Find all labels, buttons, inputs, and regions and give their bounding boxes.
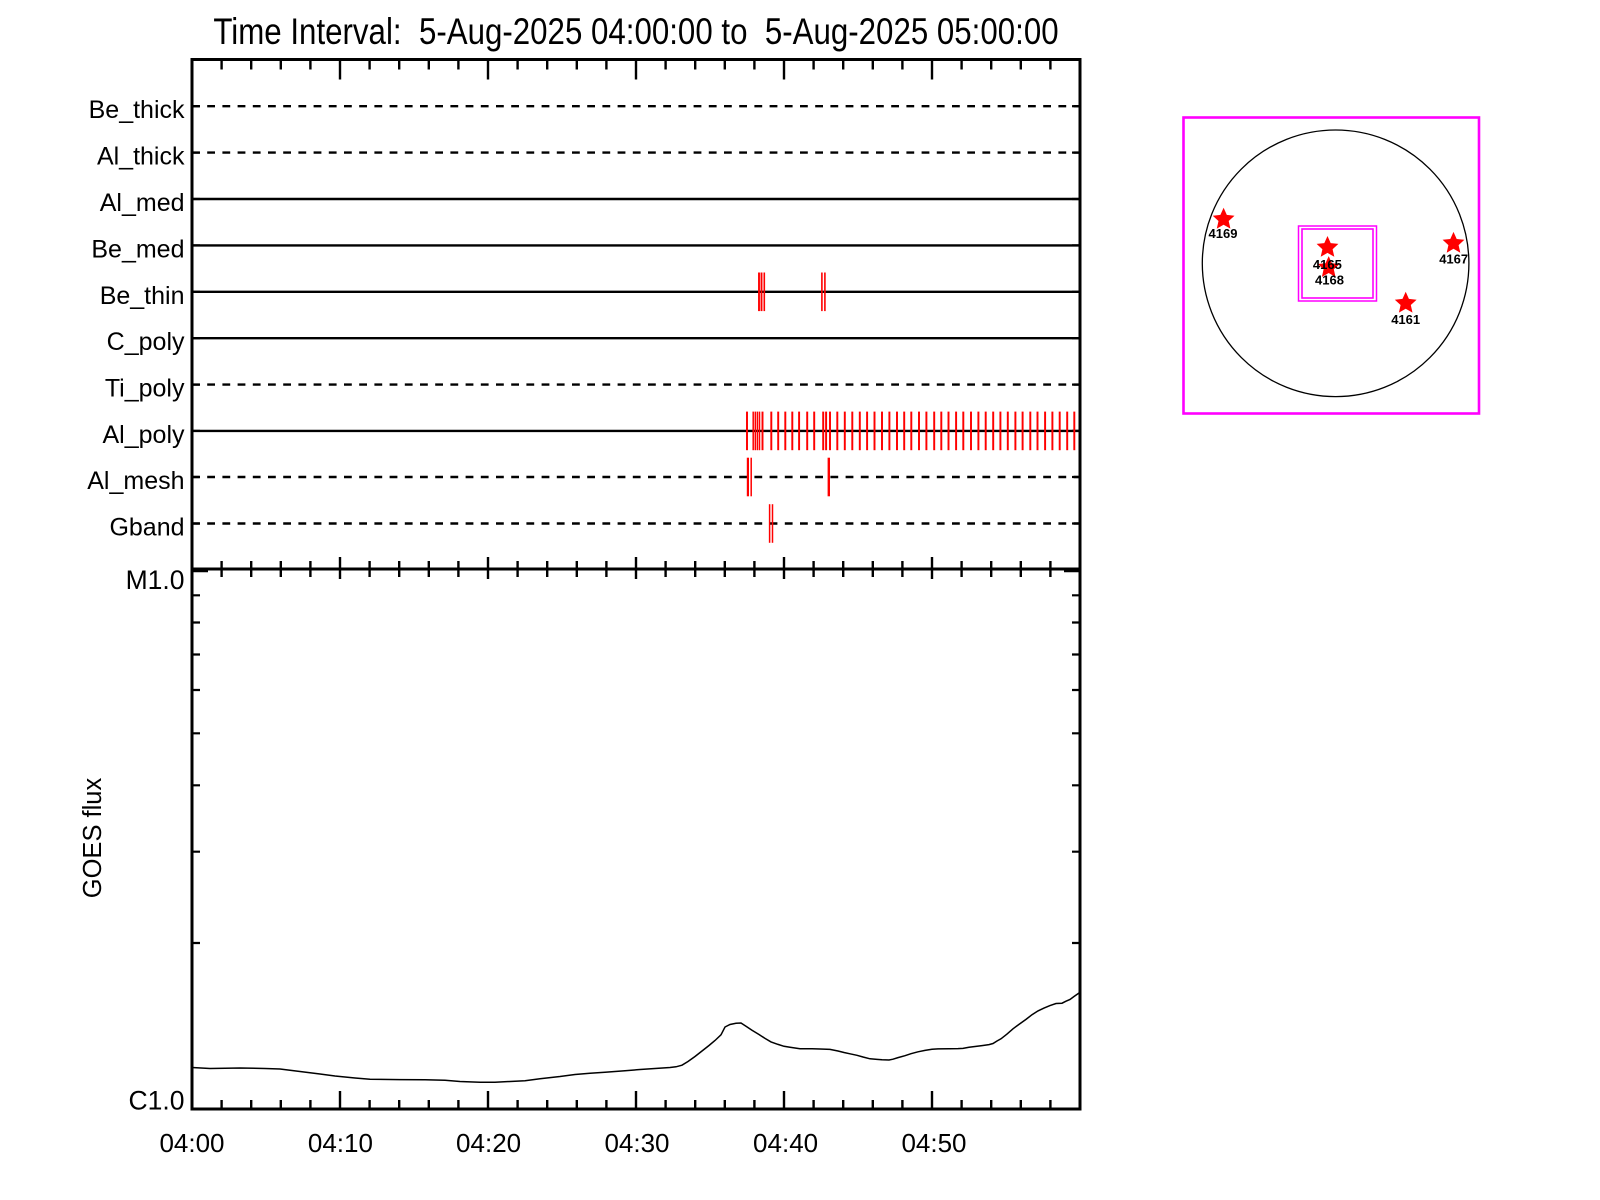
svg-text:04:10: 04:10 (308, 1128, 373, 1158)
svg-text:4169: 4169 (1209, 226, 1238, 241)
svg-text:Al_thick: Al_thick (97, 143, 185, 171)
svg-text:4161: 4161 (1391, 312, 1420, 327)
svg-text:Be_thick: Be_thick (89, 96, 185, 124)
svg-text:Al_poly: Al_poly (103, 421, 185, 449)
svg-text:04:50: 04:50 (901, 1128, 966, 1158)
svg-text:C_poly: C_poly (107, 328, 185, 356)
svg-text:4167: 4167 (1439, 252, 1468, 267)
svg-text:04:20: 04:20 (456, 1128, 521, 1158)
svg-text:Gband: Gband (109, 514, 184, 542)
svg-text:04:40: 04:40 (753, 1128, 818, 1158)
svg-text:4168: 4168 (1315, 273, 1344, 288)
svg-text:Al_mesh: Al_mesh (87, 467, 184, 495)
svg-text:Time Interval: 5-Aug-2025 04:: Time Interval: 5-Aug-2025 04:00:00 to 5-… (213, 12, 1058, 53)
svg-text:Ti_poly: Ti_poly (105, 375, 185, 403)
svg-text:C1.0: C1.0 (129, 1086, 185, 1116)
svg-text:04:00: 04:00 (159, 1128, 224, 1158)
svg-text:M1.0: M1.0 (126, 565, 185, 595)
svg-text:GOES flux: GOES flux (79, 778, 107, 899)
svg-text:04:30: 04:30 (604, 1128, 669, 1158)
svg-text:4165: 4165 (1313, 257, 1342, 272)
svg-text:Be_med: Be_med (91, 235, 184, 263)
svg-text:Al_med: Al_med (100, 189, 185, 217)
svg-text:Be_thin: Be_thin (100, 282, 185, 310)
